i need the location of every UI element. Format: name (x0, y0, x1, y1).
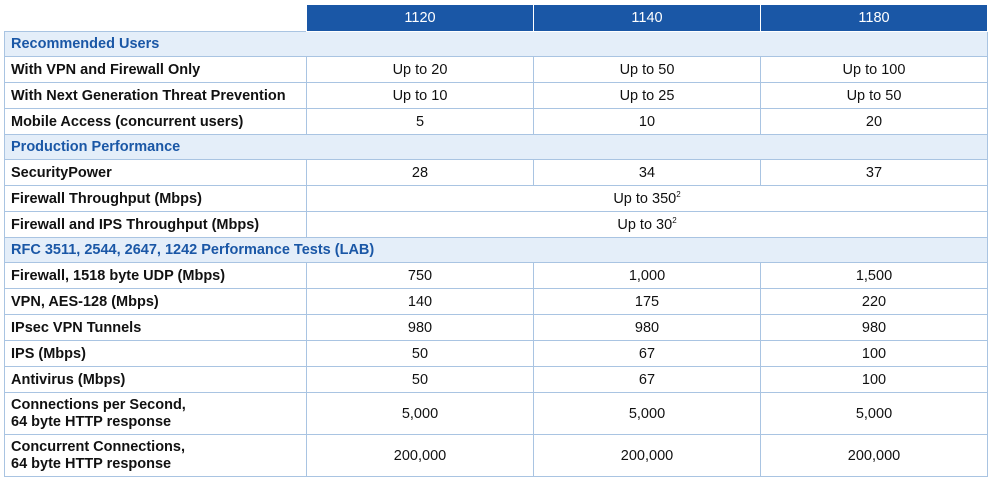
row-label: VPN, AES-128 (Mbps) (4, 288, 307, 315)
row-label-line-1: Concurrent Connections, (11, 438, 186, 455)
cell-value: 67 (533, 340, 761, 367)
row-label: Concurrent Connections, 64 byte HTTP resp… (4, 434, 307, 477)
cell-value: 5,000 (306, 392, 534, 435)
model-header-1180: 1180 (760, 4, 988, 32)
table-row: SecurityPower 28 34 37 (4, 159, 988, 186)
cell-value: 980 (306, 314, 534, 341)
footnote-marker: 2 (676, 189, 681, 199)
cell-value: Up to 50 (533, 56, 761, 83)
row-label: Firewall and IPS Throughput (Mbps) (4, 211, 307, 238)
cell-value-text: Up to 350 (613, 190, 677, 207)
row-label-line-1: Connections per Second, (11, 396, 186, 413)
cell-value: 1,500 (760, 262, 988, 289)
table-row: Mobile Access (concurrent users) 5 10 20 (4, 108, 988, 135)
section-title-recommended: Recommended Users (4, 31, 988, 57)
section-header: Production Performance (4, 134, 988, 160)
table-row: IPsec VPN Tunnels 980 980 980 (4, 314, 988, 341)
cell-value: 50 (306, 340, 534, 367)
section-header: RFC 3511, 2544, 2647, 1242 Performance T… (4, 237, 988, 263)
cell-value: 20 (760, 108, 988, 135)
row-label: With VPN and Firewall Only (4, 56, 307, 83)
row-label: Firewall, 1518 byte UDP (Mbps) (4, 262, 307, 289)
cell-value: 1,000 (533, 262, 761, 289)
table-row: Antivirus (Mbps) 50 67 100 (4, 366, 988, 393)
table-row: Firewall, 1518 byte UDP (Mbps) 750 1,000… (4, 262, 988, 289)
cell-value: 5,000 (760, 392, 988, 435)
cell-value: Up to 10 (306, 82, 534, 109)
cell-value: 175 (533, 288, 761, 315)
header-blank-cell (4, 4, 307, 32)
cell-value: 50 (306, 366, 534, 393)
merged-cell-value: Up to 3502 (306, 185, 988, 212)
footnote-marker: 2 (672, 215, 677, 225)
cell-value: 220 (760, 288, 988, 315)
cell-value: 980 (760, 314, 988, 341)
table-row: IPS (Mbps) 50 67 100 (4, 340, 988, 367)
cell-value: Up to 25 (533, 82, 761, 109)
cell-value: 28 (306, 159, 534, 186)
spec-table: 1120 1140 1180 Recommended Users With VP… (4, 4, 988, 477)
row-label: SecurityPower (4, 159, 307, 186)
row-label: With Next Generation Threat Prevention (4, 82, 307, 109)
cell-value: 67 (533, 366, 761, 393)
merged-cell-value: Up to 302 (306, 211, 988, 238)
cell-value: Up to 100 (760, 56, 988, 83)
model-header-1120: 1120 (306, 4, 534, 32)
cell-value: 10 (533, 108, 761, 135)
cell-value: Up to 20 (306, 56, 534, 83)
cell-value: 5,000 (533, 392, 761, 435)
table-row: Connections per Second, 64 byte HTTP resp… (4, 392, 988, 435)
cell-value: 100 (760, 340, 988, 367)
section-title-production: Production Performance (4, 134, 988, 160)
header-row: 1120 1140 1180 (4, 4, 988, 32)
cell-value: 200,000 (760, 434, 988, 477)
row-label: IPsec VPN Tunnels (4, 314, 307, 341)
table-row: With Next Generation Threat Prevention U… (4, 82, 988, 109)
row-label: Mobile Access (concurrent users) (4, 108, 307, 135)
cell-value: 34 (533, 159, 761, 186)
table-row: With VPN and Firewall Only Up to 20 Up t… (4, 56, 988, 83)
model-header-1140: 1140 (533, 4, 761, 32)
cell-value: Up to 50 (760, 82, 988, 109)
row-label-line-2: 64 byte HTTP response (11, 455, 172, 472)
table-row: VPN, AES-128 (Mbps) 140 175 220 (4, 288, 988, 315)
row-label: Connections per Second, 64 byte HTTP resp… (4, 392, 307, 435)
table-row: Concurrent Connections, 64 byte HTTP resp… (4, 434, 988, 477)
cell-value-text: Up to 30 (617, 216, 673, 233)
cell-value: 980 (533, 314, 761, 341)
table-row: Firewall Throughput (Mbps) Up to 3502 (4, 185, 988, 212)
cell-value: 5 (306, 108, 534, 135)
table-row: Firewall and IPS Throughput (Mbps) Up to… (4, 211, 988, 238)
cell-value: 200,000 (533, 434, 761, 477)
cell-value: 37 (760, 159, 988, 186)
cell-value: 140 (306, 288, 534, 315)
row-label: IPS (Mbps) (4, 340, 307, 367)
cell-value: 750 (306, 262, 534, 289)
cell-value: 100 (760, 366, 988, 393)
row-label: Antivirus (Mbps) (4, 366, 307, 393)
cell-value: 200,000 (306, 434, 534, 477)
row-label: Firewall Throughput (Mbps) (4, 185, 307, 212)
row-label-line-2: 64 byte HTTP response (11, 413, 172, 430)
section-title-rfc: RFC 3511, 2544, 2647, 1242 Performance T… (4, 237, 988, 263)
section-header: Recommended Users (4, 31, 988, 57)
